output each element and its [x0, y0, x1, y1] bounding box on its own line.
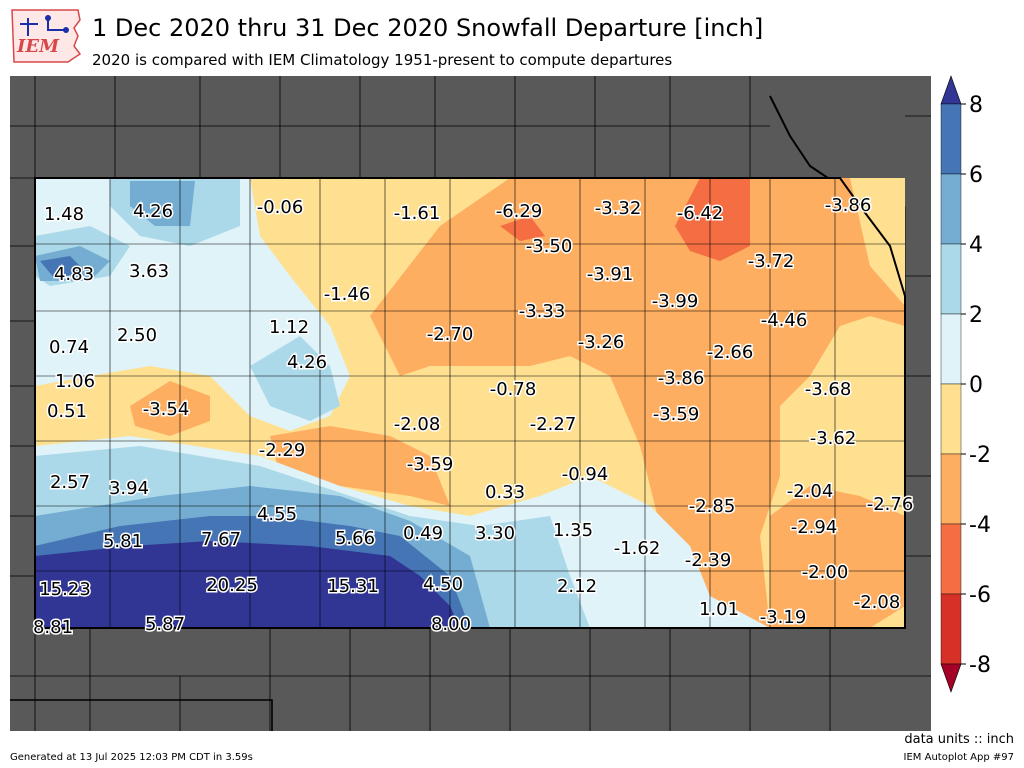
- value-label: -0.06: [257, 197, 304, 218]
- value-label: -3.72: [748, 251, 795, 272]
- value-label: -0.78: [490, 379, 537, 400]
- value-label: -2.94: [791, 517, 838, 538]
- value-label: -2.08: [854, 592, 901, 613]
- value-label: -3.59: [407, 454, 454, 475]
- value-label: 5.87: [145, 614, 185, 635]
- value-label: -3.19: [760, 607, 807, 628]
- colorbar-segments: [940, 75, 962, 693]
- value-label: -3.86: [658, 368, 705, 389]
- value-label: 0.49: [403, 523, 443, 544]
- value-label: 1.48: [44, 204, 84, 225]
- value-label: -6.42: [677, 203, 724, 224]
- value-label: 8.81: [33, 617, 73, 638]
- colorbar-tick-label: -6: [969, 583, 991, 608]
- value-label: -3.32: [595, 198, 642, 219]
- logo-text: IEM: [16, 36, 60, 57]
- value-label: -1.61: [394, 203, 441, 224]
- value-label: -3.91: [587, 264, 634, 285]
- value-label: 1.12: [269, 317, 309, 338]
- value-label: 20.25: [206, 575, 258, 596]
- value-label: 1.06: [55, 371, 95, 392]
- value-label: -2.39: [685, 550, 732, 571]
- colorbar-tick-label: -4: [969, 513, 991, 538]
- value-label: 15.23: [39, 579, 91, 600]
- value-label: -3.62: [810, 428, 857, 449]
- value-label: 4.83: [54, 264, 94, 285]
- colorbar-extend-bottom: [940, 663, 962, 693]
- value-label: -3.54: [143, 399, 190, 420]
- value-label: -1.46: [324, 284, 371, 305]
- value-label: -3.86: [825, 195, 872, 216]
- value-label: -0.94: [562, 464, 609, 485]
- value-label: 0.74: [49, 337, 89, 358]
- page-subtitle: 2020 is compared with IEM Climatology 19…: [92, 51, 673, 69]
- value-label: 3.63: [129, 261, 169, 282]
- value-label: -3.26: [578, 332, 625, 353]
- generated-timestamp: Generated at 13 Jul 2025 12:03 PM CDT in…: [10, 752, 253, 763]
- app-label: IEM Autoplot App #97: [903, 752, 1014, 763]
- colorbar-ticks: 8 6 4 2 0 -2 -4 -6 -8: [961, 93, 991, 678]
- colorbar-tick-label: 4: [969, 233, 983, 258]
- value-label: -2.85: [689, 496, 736, 517]
- colorbar-tick-label: 0: [969, 373, 983, 398]
- data-units-label: data units :: inch: [904, 732, 1014, 747]
- value-label: 4.26: [133, 201, 173, 222]
- value-label: -2.70: [427, 324, 474, 345]
- value-label: 0.33: [485, 482, 525, 503]
- value-label: -2.04: [787, 481, 834, 502]
- value-label: 2.50: [117, 325, 157, 346]
- value-label: -1.62: [614, 538, 661, 559]
- value-label: -2.00: [802, 562, 849, 583]
- colorbar-segment: [940, 593, 962, 665]
- value-label: -2.08: [394, 414, 441, 435]
- colorbar-tick-label: 8: [969, 93, 983, 118]
- colorbar-tick-label: -8: [969, 653, 991, 678]
- colorbar-segment: [940, 453, 962, 525]
- colorbar-segment: [940, 243, 962, 315]
- colorbar-segment: [940, 313, 962, 385]
- value-label: 7.67: [201, 529, 241, 550]
- value-label: 0.51: [47, 401, 87, 422]
- value-label: -6.29: [496, 201, 543, 222]
- colorbar-segment: [940, 383, 962, 455]
- value-label: 4.26: [287, 352, 327, 373]
- value-label: 5.81: [103, 531, 143, 552]
- value-label: 3.30: [475, 523, 515, 544]
- value-label: -3.33: [519, 301, 566, 322]
- value-label: 3.94: [109, 478, 149, 499]
- value-label: -3.50: [526, 236, 573, 257]
- state-outline: [34, 177, 906, 629]
- iem-logo: IEM: [11, 9, 82, 63]
- value-label: -2.76: [867, 494, 914, 515]
- colorbar-extend-top: [940, 75, 962, 105]
- value-label: 4.55: [257, 504, 297, 525]
- value-label: 15.31: [327, 576, 379, 597]
- snowfall-departure-map: 1.48 4.26 -0.06 -1.61 -6.29 -3.32 -6.42 …: [10, 76, 931, 731]
- colorbar-segment: [940, 173, 962, 245]
- value-label: -3.68: [805, 379, 852, 400]
- value-label: 1.35: [553, 520, 593, 541]
- value-label: -3.99: [652, 291, 699, 312]
- value-label: 4.50: [423, 574, 463, 595]
- value-labels: 1.48 4.26 -0.06 -1.61 -6.29 -3.32 -6.42 …: [31, 194, 914, 640]
- value-label: -2.29: [259, 440, 306, 461]
- value-label: 8.00: [431, 614, 471, 635]
- value-label: -4.46: [761, 310, 808, 331]
- county-lines: [35, 178, 905, 628]
- colorbar-tick-label: 6: [969, 163, 983, 188]
- page-title: 1 Dec 2020 thru 31 Dec 2020 Snowfall Dep…: [92, 14, 764, 42]
- colorbar-tick-label: -2: [969, 443, 991, 468]
- colorbar-segment: [940, 523, 962, 595]
- colorbar: 8 6 4 2 0 -2 -4 -6 -8: [940, 75, 991, 693]
- value-label: -2.27: [530, 414, 577, 435]
- value-label: 5.66: [335, 528, 375, 549]
- value-label: -3.59: [653, 404, 700, 425]
- value-label: 2.12: [557, 576, 597, 597]
- value-label: 2.57: [50, 472, 90, 493]
- value-label: 1.01: [699, 599, 739, 620]
- colorbar-tick-label: 2: [969, 303, 983, 328]
- colorbar-segment: [940, 103, 962, 175]
- value-label: -2.66: [707, 342, 754, 363]
- contour-fills: [35, 178, 905, 628]
